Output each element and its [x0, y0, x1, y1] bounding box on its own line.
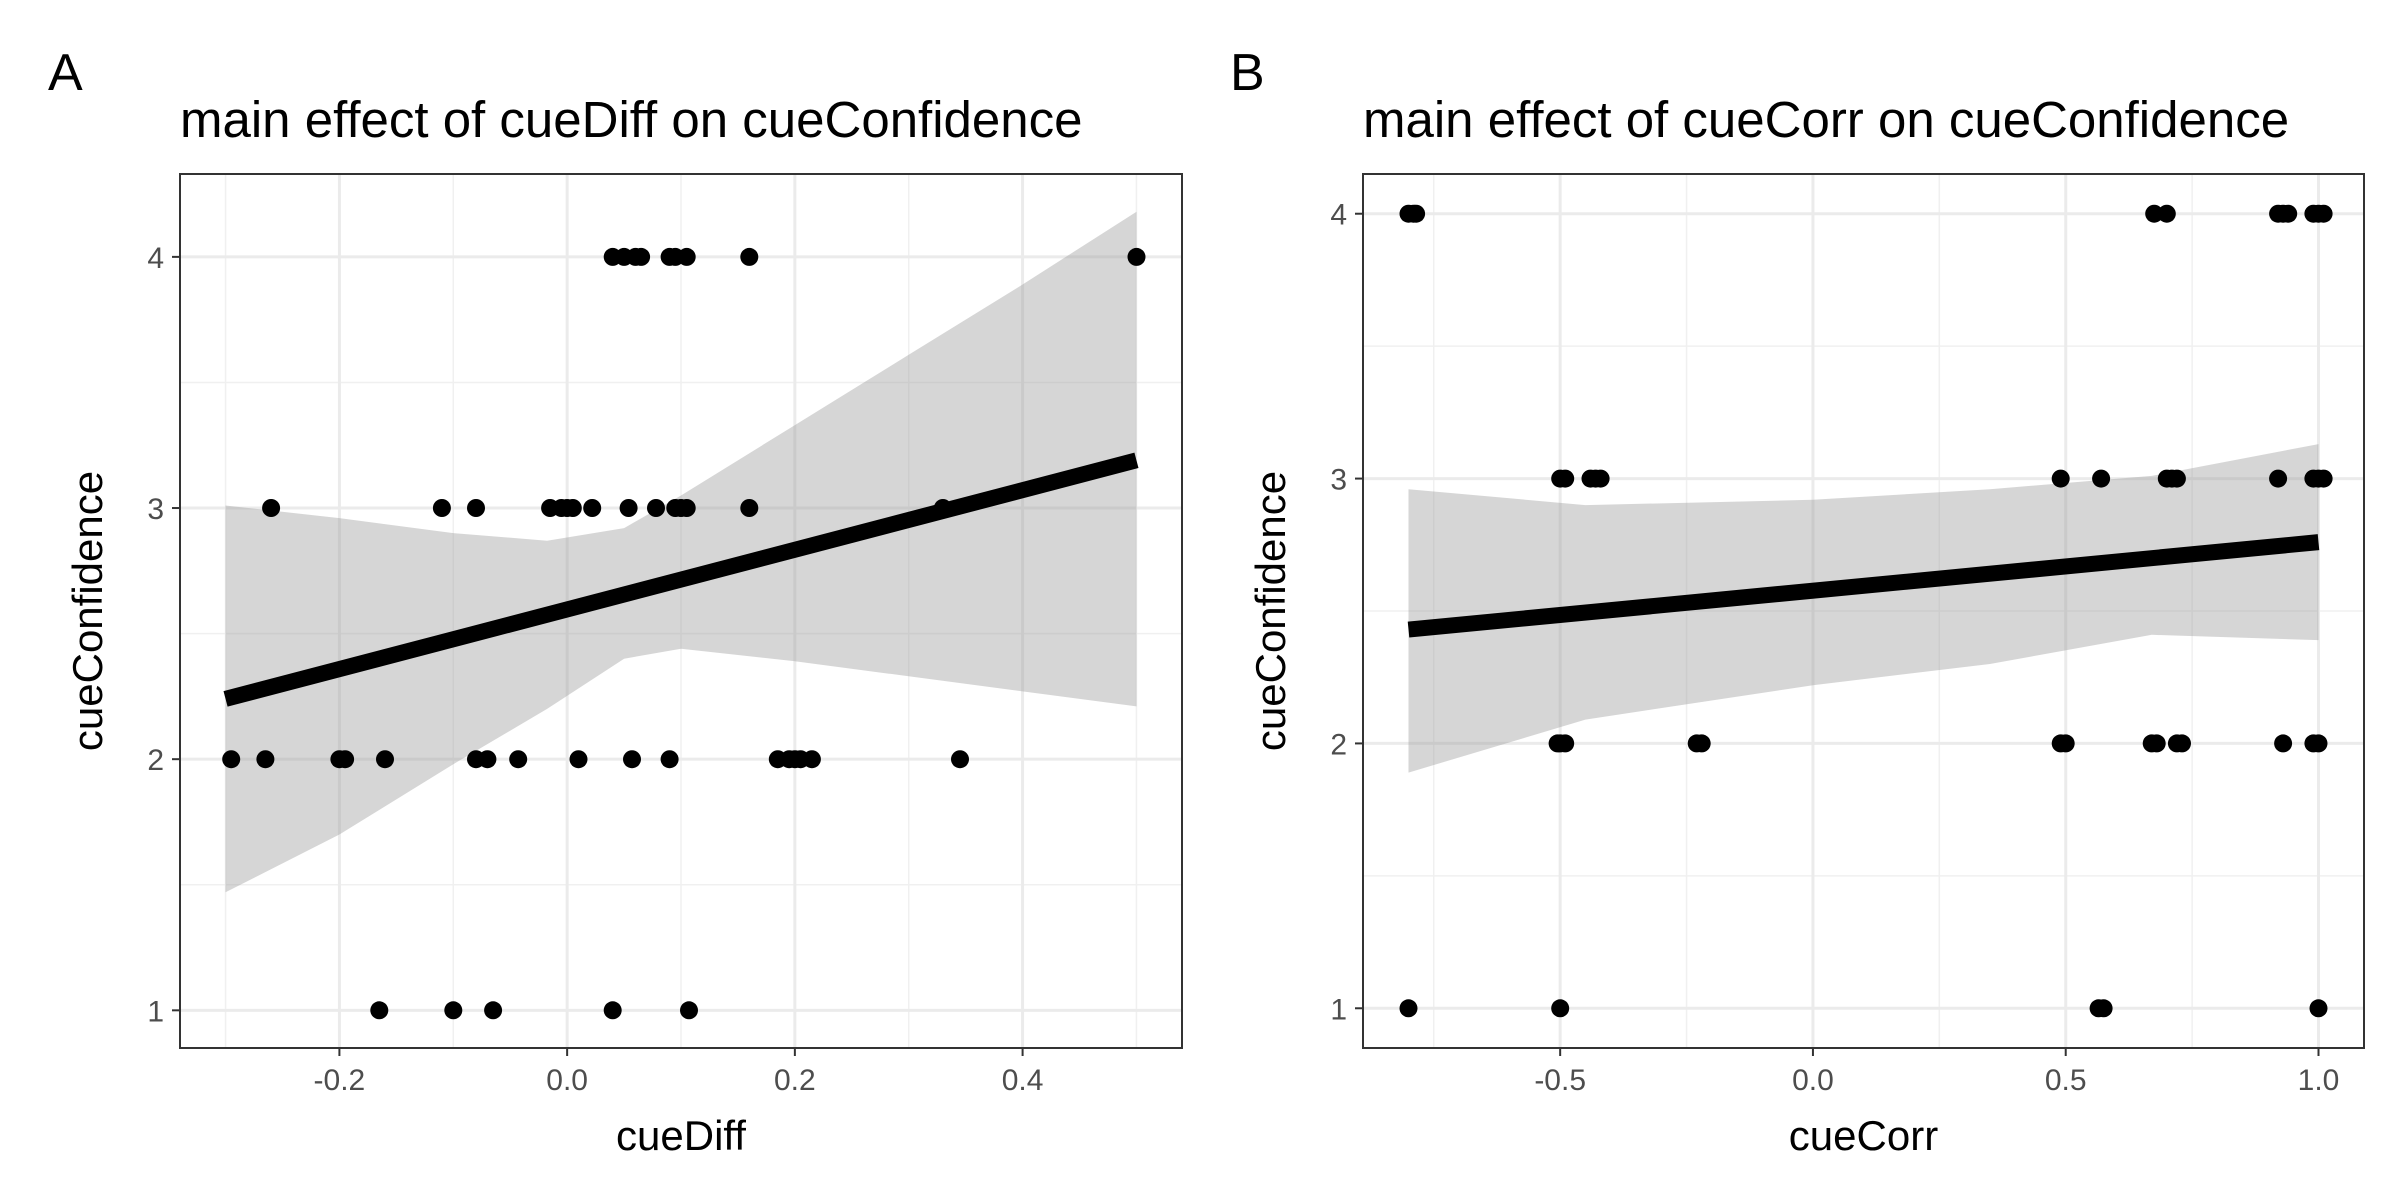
data-point	[1407, 204, 1426, 223]
data-point	[222, 750, 241, 769]
confidence-band	[1408, 444, 2319, 773]
chart-title: main effect of cueCorr on cueConfidence	[1363, 91, 2289, 148]
panel-tag: B	[1230, 44, 1265, 102]
x-tick-label: 0.2	[774, 1064, 816, 1097]
y-tick-label: 4	[1330, 199, 1347, 232]
data-point	[2094, 999, 2113, 1018]
y-tick-label: 4	[147, 242, 164, 275]
x-axis-title: cueCorr	[1789, 1112, 1938, 1159]
x-tick-label: 0.0	[1792, 1064, 1834, 1097]
data-point	[623, 750, 641, 769]
data-point	[2157, 204, 2176, 223]
data-point	[2279, 204, 2298, 223]
data-point	[603, 1001, 622, 1020]
y-axis-title: cueConfidence	[64, 471, 111, 751]
data-point	[740, 247, 759, 266]
data-point	[619, 499, 638, 517]
data-point	[677, 499, 696, 517]
chart-title: main effect of cueDiff on cueConfidence	[180, 91, 1083, 148]
x-tick-label: -0.5	[1534, 1064, 1586, 1097]
confidence-band	[225, 211, 1137, 893]
data-point	[376, 750, 394, 769]
x-axis-title: cueDiff	[616, 1112, 746, 1159]
data-point	[2309, 734, 2328, 753]
data-point	[444, 1001, 463, 1020]
data-point	[2167, 469, 2186, 488]
data-point	[1692, 734, 1711, 753]
x-tick-label: 0.4	[1002, 1064, 1044, 1097]
data-point	[2173, 734, 2191, 753]
data-point	[569, 750, 588, 769]
panel-b: -0.5 0.0 0.5 1.0 1 2 3 4 cueCorr cueConfidence mai…	[1230, 44, 2365, 1159]
data-point	[1591, 469, 1610, 488]
data-point	[583, 499, 602, 517]
data-point	[467, 499, 485, 517]
y-tick-label: 1	[1330, 993, 1347, 1026]
data-point	[802, 750, 821, 769]
data-point	[1556, 469, 1575, 488]
data-point	[647, 499, 665, 517]
data-point	[432, 499, 451, 517]
regression-line	[1407, 534, 2320, 638]
data-point	[336, 750, 355, 769]
plot-border	[1362, 173, 2365, 1049]
data-point	[2309, 999, 2328, 1018]
data-point	[509, 750, 528, 769]
data-point	[370, 1001, 389, 1020]
y-tick-label: 2	[1330, 728, 1347, 761]
data-point	[1399, 999, 1418, 1018]
data-point	[1556, 734, 1575, 753]
data-point	[256, 750, 275, 769]
data-point	[2092, 469, 2111, 488]
data-point	[478, 750, 497, 769]
x-tick-label: 0.0	[546, 1064, 588, 1097]
y-tick-label: 3	[1330, 464, 1347, 497]
data-point	[2147, 734, 2166, 753]
data-point	[2056, 734, 2075, 753]
data-point	[680, 1001, 698, 1020]
y-axis-title: cueConfidence	[1247, 471, 1294, 751]
data-point	[677, 247, 696, 266]
y-tick-label: 3	[147, 493, 164, 526]
data-point	[563, 499, 582, 517]
x-tick-label: 0.5	[2045, 1064, 2087, 1097]
data-point	[740, 499, 759, 517]
data-point	[2274, 734, 2293, 753]
data-point	[484, 1001, 503, 1020]
y-tick-label: 2	[147, 744, 164, 777]
data-point	[1127, 247, 1146, 266]
panel-a: -0.2 0.0 0.2 0.4 1 2 3 4 cueDiff cueConfidence mai…	[48, 44, 1183, 1159]
x-tick-label: 1.0	[2298, 1064, 2340, 1097]
data-point	[2314, 469, 2333, 488]
data-point	[1551, 999, 1570, 1018]
data-point	[262, 499, 281, 517]
regression-line	[223, 452, 1139, 707]
data-point	[2314, 204, 2333, 223]
data-point	[951, 750, 969, 769]
data-point	[660, 750, 679, 769]
plot-border	[179, 173, 1183, 1049]
y-tick-label: 1	[147, 995, 164, 1028]
panel-tag: A	[48, 44, 83, 102]
data-point	[2145, 204, 2164, 223]
x-tick-label: -0.2	[314, 1064, 366, 1097]
data-point	[2051, 469, 2070, 488]
data-point	[2269, 469, 2288, 488]
data-point	[632, 247, 651, 266]
